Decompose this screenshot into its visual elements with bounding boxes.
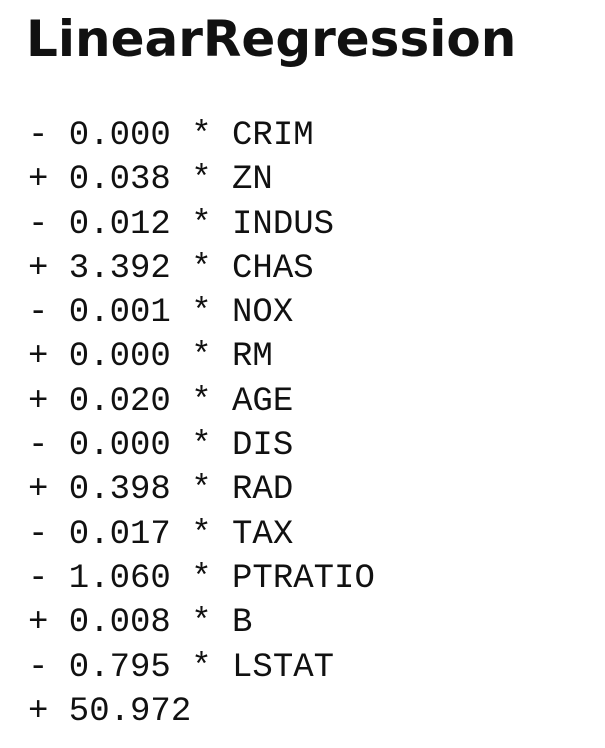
equation-term: + 0.000 * RM [28, 338, 273, 377]
equation-term: + 0.020 * AGE [28, 382, 294, 421]
equation-term: + 0.008 * B [28, 604, 253, 643]
equation-term: - 0.012 * INDUS [28, 205, 335, 244]
equation-term: + 0.038 * ZN [28, 161, 273, 200]
equation-term: - 0.795 * LSTAT [28, 648, 335, 687]
equation: - 0.000 * CRIM + 0.038 * ZN - 0.012 * INDU… [28, 114, 375, 734]
equation-term: + 3.392 * CHAS [28, 249, 314, 288]
equation-term: - 1.060 * PTRATIO [28, 559, 375, 598]
title: LinearRegression [26, 10, 517, 68]
equation-term: + 0.398 * RAD [28, 471, 294, 510]
equation-term: - 0.000 * CRIM [28, 117, 314, 155]
equation-term: - 0.001 * NOX [28, 294, 294, 333]
equation-term: + 50.972 [28, 692, 192, 731]
equation-term: - 0.000 * DIS [28, 427, 294, 466]
equation-term: - 0.017 * TAX [28, 515, 294, 554]
